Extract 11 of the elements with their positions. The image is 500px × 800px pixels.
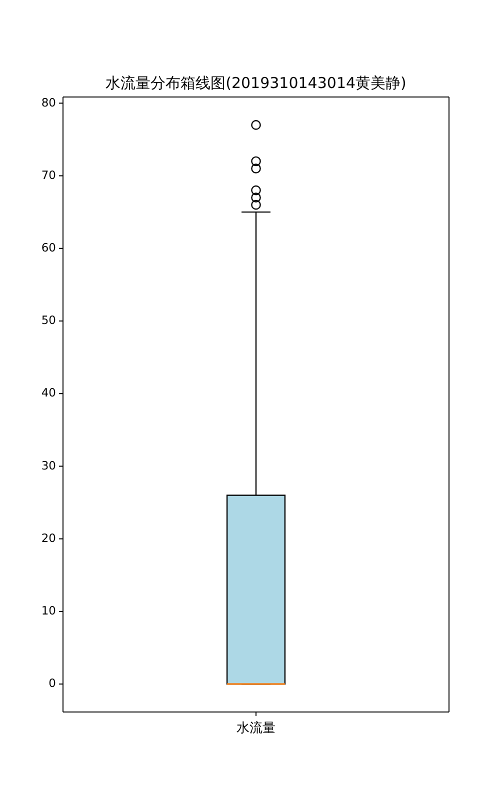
x-tick-label: 水流量 [236, 721, 276, 736]
y-tick-label: 0 [48, 676, 56, 690]
y-tick-label: 80 [41, 95, 56, 110]
y-tick-label: 20 [41, 530, 56, 545]
y-tick-label: 30 [41, 458, 56, 472]
y-tick-label: 50 [41, 313, 56, 328]
y-tick-label: 40 [41, 386, 56, 400]
y-tick-label: 70 [41, 168, 56, 182]
y-tick-label: 10 [41, 604, 56, 618]
y-tick-label: 60 [41, 240, 56, 255]
title: 水流量分布箱线图(2019310143014黄美静) [106, 74, 406, 92]
